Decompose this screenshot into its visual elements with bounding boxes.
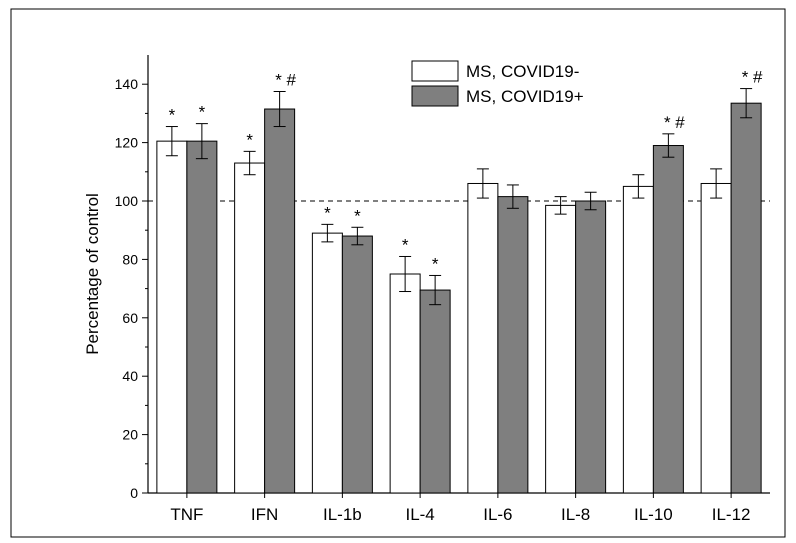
bar: [467, 182, 499, 494]
y-tick-label: 60: [122, 310, 138, 326]
bar: [497, 196, 529, 494]
legend-label: MS, COVID19+: [466, 87, 584, 106]
bar: [622, 185, 654, 494]
bar: [234, 162, 266, 494]
x-tick-label: IL-4: [405, 505, 434, 524]
bar: [545, 204, 577, 494]
x-tick-label: IL-10: [634, 505, 673, 524]
y-tick-label: 80: [122, 251, 138, 267]
bar: [575, 200, 607, 494]
y-tick-label: 0: [130, 485, 138, 501]
y-tick-label: 140: [115, 76, 139, 92]
bar: [311, 232, 343, 494]
bar: [264, 108, 296, 494]
y-tick-label: 100: [115, 193, 139, 209]
x-tick-label: TNF: [170, 505, 203, 524]
legend-swatch: [411, 60, 459, 82]
bar: [186, 140, 218, 494]
significance-mark: *: [402, 235, 409, 254]
legend-swatch: [411, 85, 459, 107]
significance-mark: *: [199, 103, 206, 122]
significance-mark: *: [432, 254, 439, 273]
x-tick-label: IL-12: [712, 505, 751, 524]
bar: [419, 289, 451, 494]
legend-label: MS, COVID19-: [466, 62, 579, 81]
bar: [389, 273, 421, 494]
y-tick-label: 20: [122, 427, 138, 443]
y-tick-label: 40: [122, 368, 138, 384]
bar: [341, 235, 373, 494]
y-tick-label: 120: [115, 135, 139, 151]
x-tick-label: IL-1b: [323, 505, 362, 524]
significance-mark: * #: [664, 113, 685, 132]
bar: [700, 182, 732, 494]
significance-mark: * #: [742, 68, 763, 87]
outer-frame: [10, 8, 786, 538]
significance-mark: *: [354, 206, 361, 225]
significance-mark: *: [246, 130, 253, 149]
bar: [730, 102, 762, 494]
x-tick-label: IL-6: [483, 505, 512, 524]
significance-mark: *: [169, 106, 176, 125]
significance-mark: * #: [275, 71, 296, 90]
x-tick-label: IL-8: [561, 505, 590, 524]
x-tick-label: IFN: [251, 505, 278, 524]
bar: [156, 140, 188, 494]
y-axis-label: Percentage of control: [83, 193, 102, 355]
legend: MS, COVID19- MS, COVID19+: [411, 60, 584, 107]
significance-mark: *: [324, 203, 331, 222]
bar: [652, 145, 684, 494]
